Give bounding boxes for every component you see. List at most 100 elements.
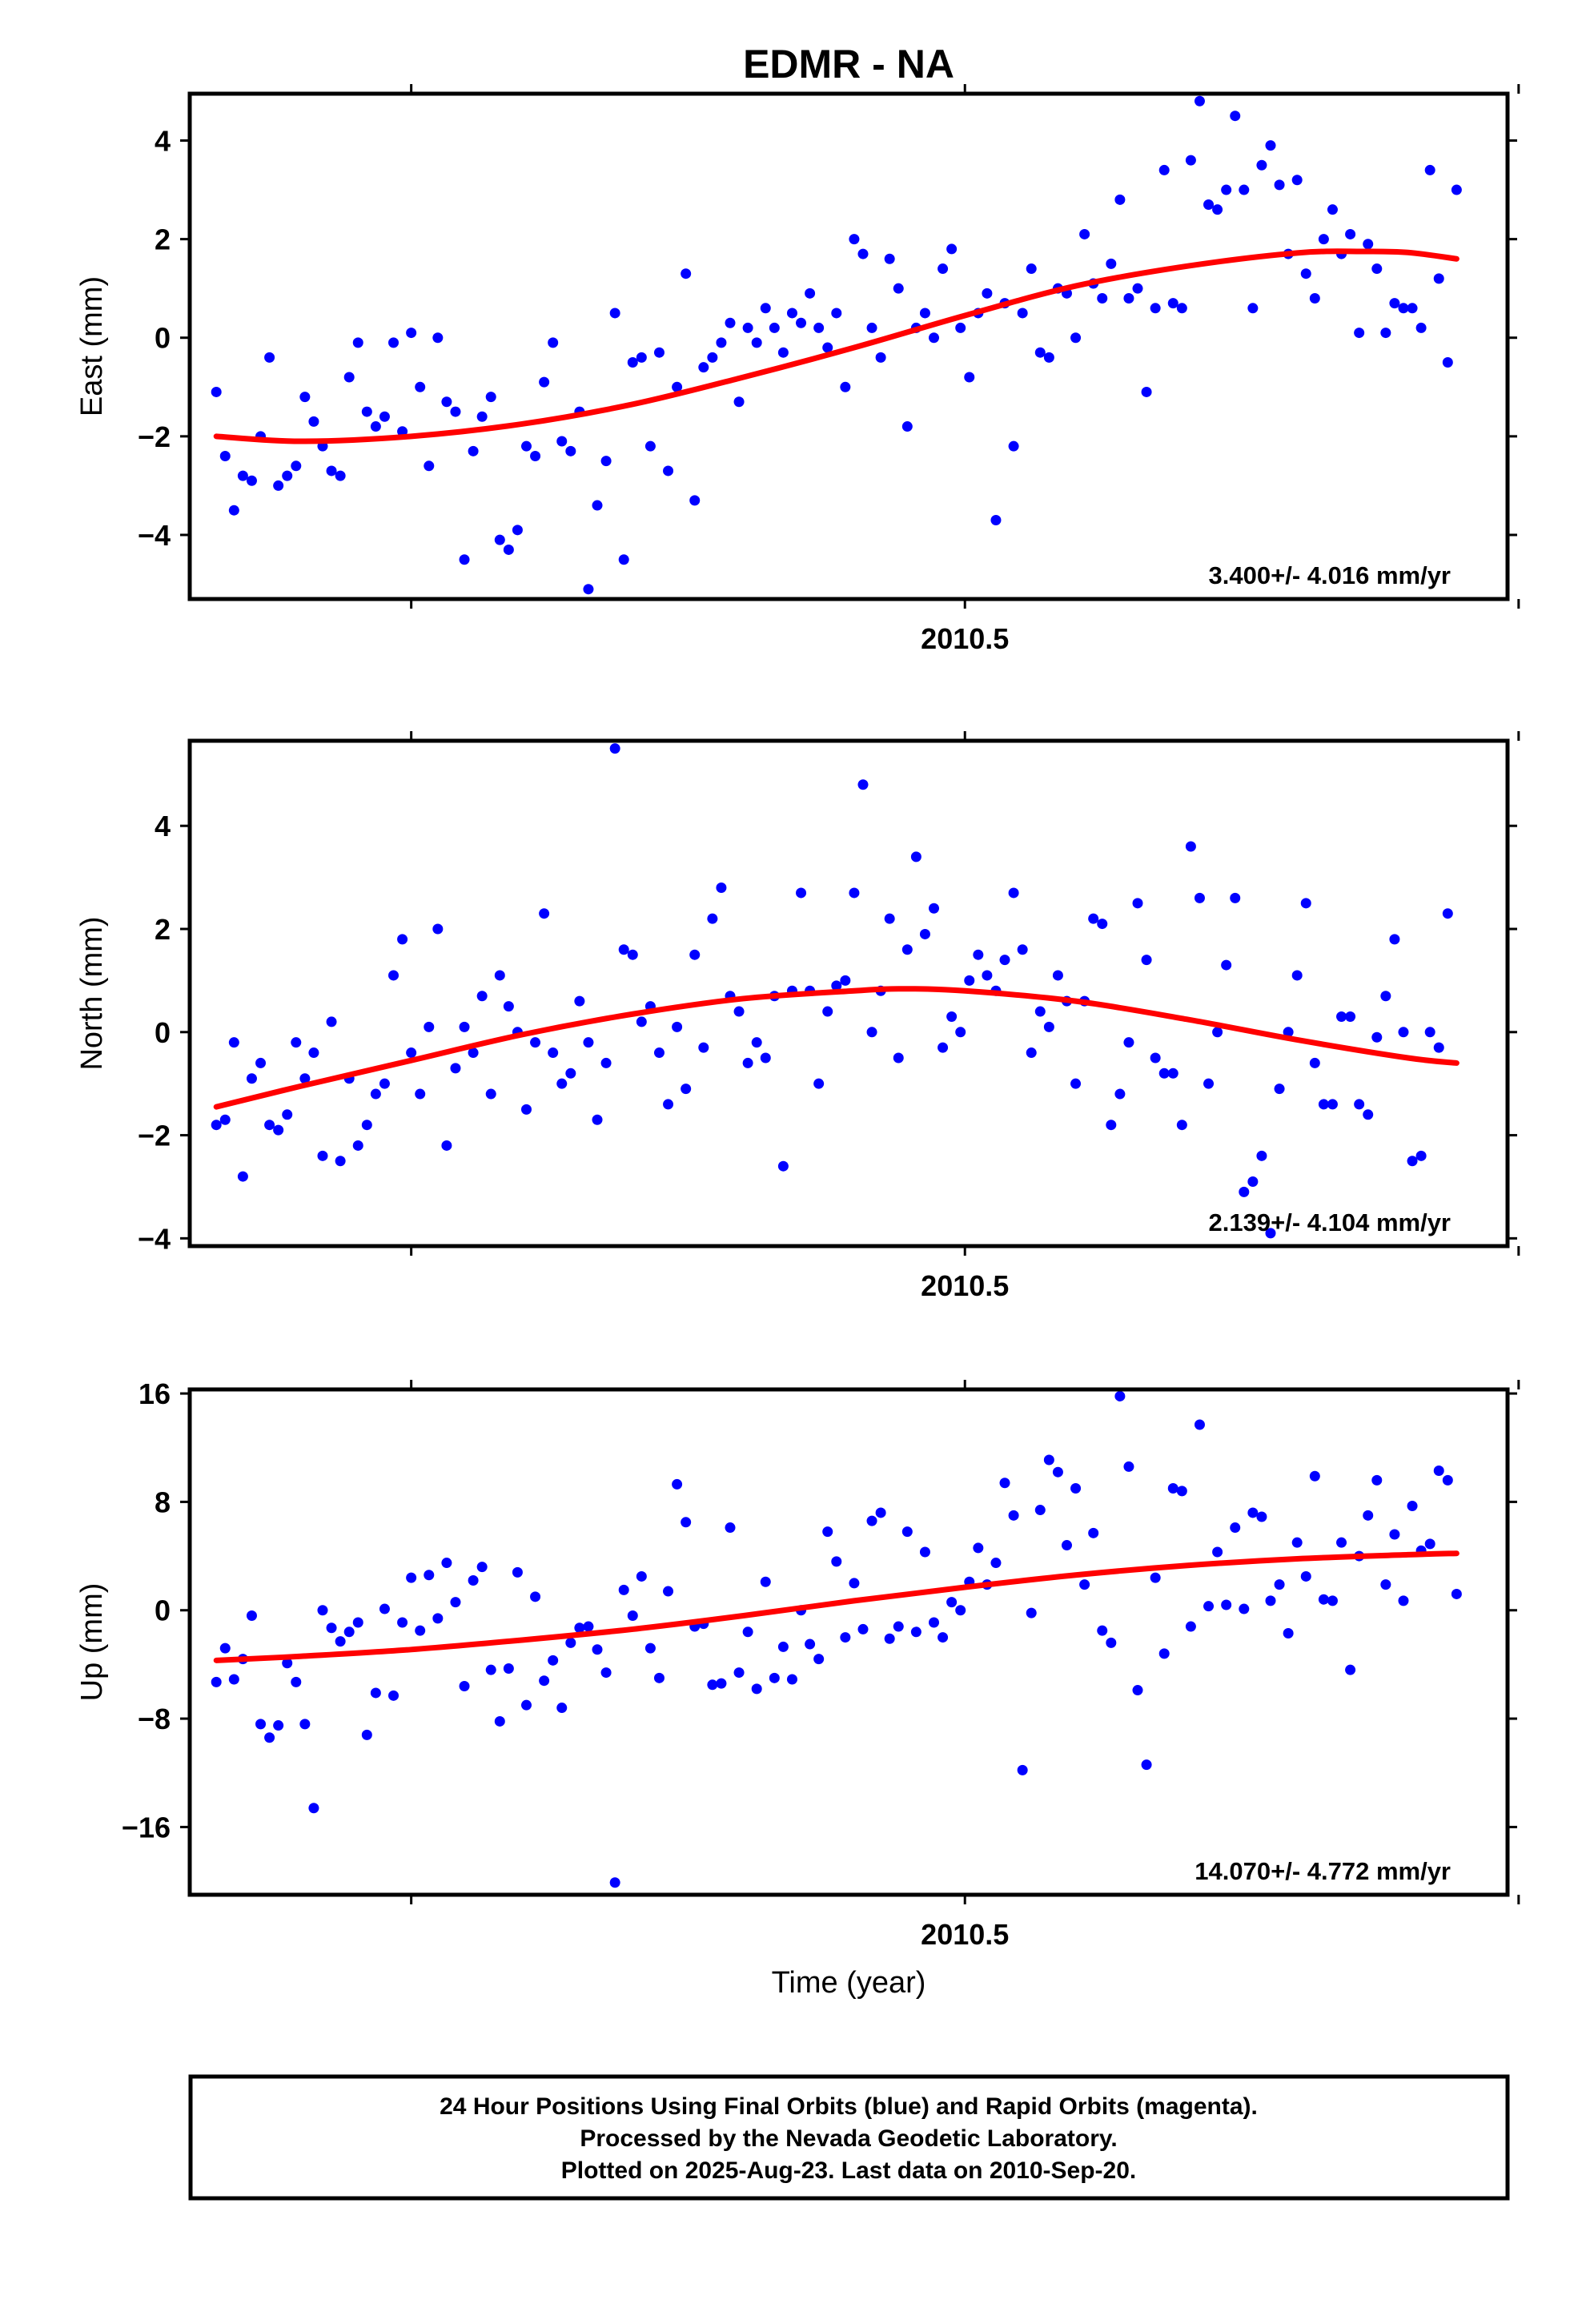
data-point bbox=[1345, 1011, 1356, 1022]
data-point bbox=[1097, 1625, 1108, 1636]
y-axis-title: East (mm) bbox=[75, 276, 109, 416]
data-point bbox=[769, 322, 780, 333]
data-point bbox=[964, 975, 975, 986]
data-point bbox=[530, 1591, 541, 1602]
footer-line-3: Plotted on 2025-Aug-23. Last data on 201… bbox=[561, 2157, 1137, 2184]
data-point bbox=[1247, 1176, 1259, 1188]
data-point bbox=[520, 1104, 532, 1115]
data-point bbox=[875, 352, 886, 363]
data-point bbox=[1345, 1664, 1356, 1675]
data-point bbox=[1132, 1685, 1143, 1696]
data-point bbox=[583, 1621, 594, 1632]
data-point bbox=[672, 381, 683, 392]
data-point bbox=[1026, 1047, 1037, 1059]
data-point bbox=[733, 1006, 745, 1017]
data-point bbox=[1079, 228, 1090, 239]
data-point bbox=[574, 995, 585, 1007]
data-point bbox=[796, 317, 807, 328]
data-point bbox=[1052, 1466, 1063, 1478]
data-point bbox=[1309, 1057, 1320, 1068]
data-point bbox=[299, 392, 311, 403]
data-point bbox=[1274, 1084, 1285, 1095]
data-point bbox=[1221, 1599, 1232, 1610]
data-point bbox=[681, 1517, 692, 1528]
data-point bbox=[1017, 944, 1028, 955]
data-point bbox=[1380, 1579, 1391, 1590]
data-point bbox=[406, 1047, 417, 1059]
data-point bbox=[1203, 199, 1215, 211]
data-point bbox=[805, 287, 816, 299]
data-point bbox=[1256, 1511, 1267, 1522]
data-point bbox=[211, 1120, 222, 1131]
data-point bbox=[1106, 258, 1117, 269]
data-point bbox=[326, 1622, 337, 1634]
data-point bbox=[450, 1063, 461, 1074]
y-tick-label: 0 bbox=[155, 322, 171, 355]
data-point bbox=[406, 328, 417, 339]
data-point bbox=[716, 337, 727, 348]
data-point bbox=[973, 949, 984, 960]
y-tick-label: 4 bbox=[155, 124, 171, 157]
data-point bbox=[1114, 1088, 1126, 1100]
data-point bbox=[1291, 970, 1303, 981]
data-point bbox=[299, 1073, 311, 1084]
data-point bbox=[1230, 111, 1241, 122]
data-point bbox=[1274, 1579, 1285, 1590]
data-point bbox=[237, 1171, 248, 1182]
data-point bbox=[831, 1556, 842, 1567]
data-point bbox=[494, 534, 505, 545]
data-point bbox=[1203, 1078, 1215, 1089]
data-point bbox=[255, 1719, 267, 1730]
data-point bbox=[1336, 1011, 1347, 1022]
plot-area bbox=[211, 95, 1462, 595]
data-point bbox=[840, 975, 851, 986]
data-point bbox=[760, 1052, 771, 1063]
data-point bbox=[548, 337, 559, 348]
data-point bbox=[955, 322, 966, 333]
y-tick-label: 0 bbox=[155, 1594, 171, 1627]
data-point bbox=[1309, 292, 1320, 304]
data-point bbox=[1176, 1486, 1187, 1497]
data-point bbox=[1291, 1537, 1303, 1548]
data-point bbox=[1354, 1099, 1365, 1110]
data-point bbox=[432, 332, 444, 344]
data-point bbox=[1300, 268, 1311, 279]
data-point bbox=[1239, 1186, 1250, 1197]
data-point bbox=[786, 1674, 797, 1685]
data-point bbox=[644, 1642, 656, 1654]
data-point bbox=[1389, 298, 1400, 309]
data-point bbox=[1097, 292, 1108, 304]
data-point bbox=[893, 1621, 904, 1632]
data-point bbox=[1389, 1529, 1400, 1540]
data-point bbox=[370, 1088, 381, 1100]
data-point bbox=[716, 883, 727, 894]
data-point bbox=[1442, 357, 1453, 368]
data-point bbox=[1194, 95, 1205, 107]
data-point bbox=[1424, 164, 1435, 175]
data-point bbox=[1415, 1150, 1427, 1161]
data-point bbox=[388, 337, 400, 348]
data-point bbox=[565, 1637, 576, 1648]
data-point bbox=[228, 1037, 239, 1048]
data-point bbox=[919, 928, 930, 939]
data-point bbox=[539, 1675, 550, 1687]
data-point bbox=[990, 1558, 1002, 1569]
data-point bbox=[636, 352, 647, 363]
data-point bbox=[592, 500, 603, 511]
data-point bbox=[494, 970, 505, 981]
data-point bbox=[973, 1542, 984, 1554]
data-point bbox=[1167, 1068, 1178, 1079]
data-point bbox=[556, 1703, 568, 1714]
data-point bbox=[530, 1037, 541, 1048]
data-point bbox=[760, 303, 771, 314]
data-point bbox=[600, 456, 612, 467]
data-point bbox=[415, 1625, 426, 1636]
data-point bbox=[672, 1478, 683, 1490]
data-point bbox=[273, 1124, 284, 1136]
data-point bbox=[857, 248, 869, 259]
data-point bbox=[343, 1626, 355, 1638]
data-point bbox=[1371, 263, 1383, 275]
data-point bbox=[548, 1655, 559, 1666]
data-point bbox=[1123, 292, 1134, 304]
